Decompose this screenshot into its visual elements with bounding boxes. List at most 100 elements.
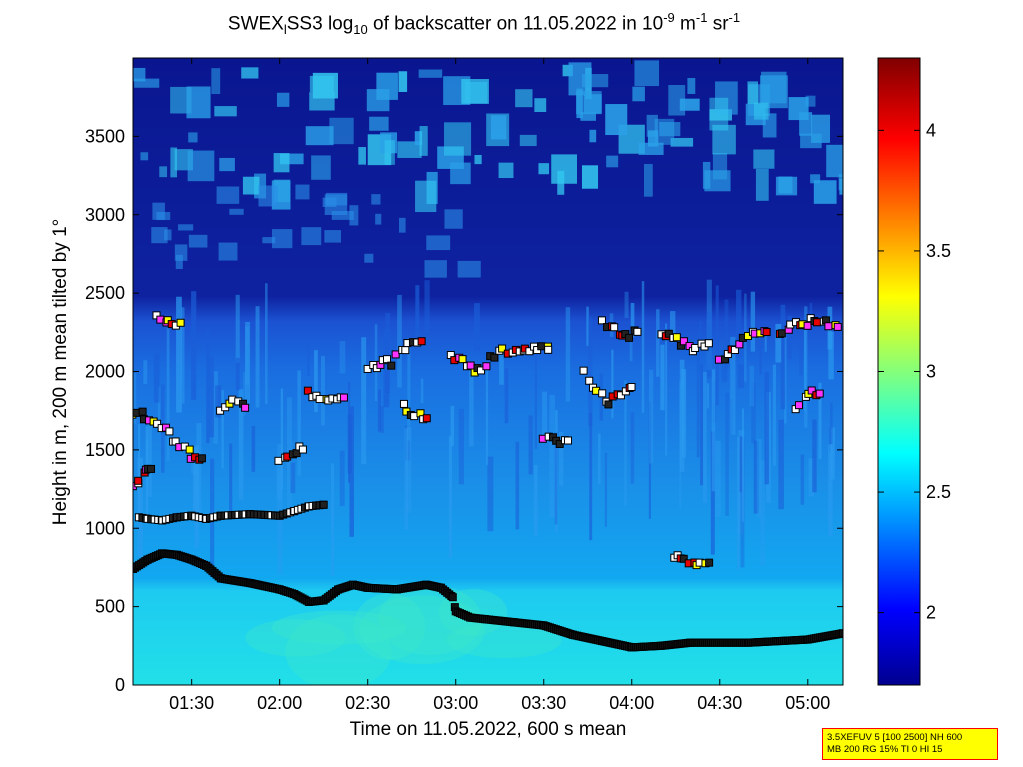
texture-haze xyxy=(245,619,346,657)
texture-streak xyxy=(756,439,762,517)
texture-streak xyxy=(534,333,537,449)
colorbar-tick-label: 3 xyxy=(926,362,936,382)
annotation-markers xyxy=(133,311,843,652)
texture-streak xyxy=(407,338,411,441)
texture-patch xyxy=(755,168,769,201)
x-tick-label: 03:00 xyxy=(433,693,478,713)
texture-patch xyxy=(534,98,547,112)
texture-patch xyxy=(687,78,696,94)
texture-streak xyxy=(251,425,256,472)
texture-streak xyxy=(420,378,424,403)
annotation-marker xyxy=(165,427,174,436)
texture-patch xyxy=(415,180,437,213)
texture-streak xyxy=(759,328,762,375)
texture-patch xyxy=(490,115,507,140)
annotation-marker xyxy=(315,395,324,404)
texture-patch xyxy=(444,209,463,229)
y-tick-label: 1000 xyxy=(85,518,125,538)
texture-patch xyxy=(753,149,775,169)
texture-streak xyxy=(660,344,665,411)
annotation-marker xyxy=(339,393,348,402)
texture-streak xyxy=(597,433,601,485)
texture-streak xyxy=(450,406,455,447)
annotation-marker xyxy=(185,445,194,454)
texture-streak xyxy=(469,366,474,447)
texture-patch xyxy=(647,130,659,147)
texture-streak xyxy=(828,444,833,536)
texture-patch xyxy=(216,186,240,204)
annotation-marker xyxy=(176,318,185,327)
colorbar-tick-label: 4 xyxy=(926,120,936,140)
texture-streak xyxy=(415,285,420,349)
texture-streak xyxy=(624,291,629,318)
texture-patch xyxy=(329,117,354,145)
texture-patch xyxy=(241,67,259,79)
texture-haze xyxy=(271,610,406,645)
texture-patch xyxy=(581,165,599,189)
annotation-marker xyxy=(303,386,312,395)
texture-patch xyxy=(178,224,194,231)
texture-streak xyxy=(753,440,759,514)
texture-streak xyxy=(630,412,635,484)
texture-streak xyxy=(153,353,160,403)
x-tick-label: 02:30 xyxy=(345,693,390,713)
texture-haze xyxy=(285,614,392,685)
y-tick-label: 500 xyxy=(95,597,125,617)
y-tick-label: 2000 xyxy=(85,362,125,382)
texture-patch xyxy=(324,230,342,243)
texture-patch xyxy=(305,126,334,146)
annotation-marker xyxy=(563,436,572,445)
texture-patch xyxy=(747,81,759,105)
texture-patch xyxy=(276,92,290,107)
annotation-marker xyxy=(482,362,491,371)
texture-patch xyxy=(324,194,348,215)
y-tick-label: 3000 xyxy=(85,205,125,225)
annotation-marker xyxy=(664,329,673,338)
texture-patch xyxy=(175,254,183,270)
texture-patch xyxy=(331,211,354,220)
texture-streak xyxy=(221,390,224,469)
texture-streak xyxy=(238,389,244,500)
texture-streak xyxy=(339,341,346,374)
texture-streak xyxy=(799,335,803,376)
annotation-marker xyxy=(598,389,607,398)
annotation-marker xyxy=(391,350,400,359)
texture-patch xyxy=(811,114,831,143)
x-tick-label: 04:30 xyxy=(697,693,742,713)
texture-streak xyxy=(349,406,354,537)
texture-streak xyxy=(736,289,742,358)
texture-patch xyxy=(174,244,188,261)
annotation-marker xyxy=(153,419,162,428)
texture-streak xyxy=(533,464,538,537)
texture-streak xyxy=(397,294,402,388)
colorbar xyxy=(877,57,921,686)
texture-patch xyxy=(152,202,165,220)
heatmap-area xyxy=(133,58,843,685)
texture-streak xyxy=(554,410,558,533)
annotation-marker xyxy=(691,343,700,352)
mixing-layer-marker xyxy=(839,629,843,638)
annotation-marker xyxy=(604,400,613,409)
texture-streak xyxy=(406,426,412,513)
annotation-marker xyxy=(625,333,634,342)
texture-patch xyxy=(679,98,700,111)
annotation-marker xyxy=(417,337,426,346)
info-line-2: MB 200 RG 15% TI 0 HI 15 xyxy=(827,744,943,755)
texture-streak xyxy=(487,456,494,532)
texture-patch xyxy=(159,166,168,178)
texture-patch xyxy=(371,194,381,205)
texture-streak xyxy=(339,450,345,506)
texture-patch xyxy=(398,217,406,233)
annotation-marker xyxy=(458,355,467,364)
texture-streak xyxy=(424,280,430,334)
texture-patch xyxy=(638,142,664,155)
x-tick-label: 04:00 xyxy=(609,693,654,713)
texture-streak xyxy=(166,327,170,461)
texture-patch xyxy=(424,260,447,278)
texture-streak xyxy=(255,306,260,408)
texture-streak xyxy=(528,415,533,475)
texture-patch xyxy=(457,260,481,278)
texture-streak xyxy=(696,332,700,458)
texture-streak xyxy=(181,307,185,404)
